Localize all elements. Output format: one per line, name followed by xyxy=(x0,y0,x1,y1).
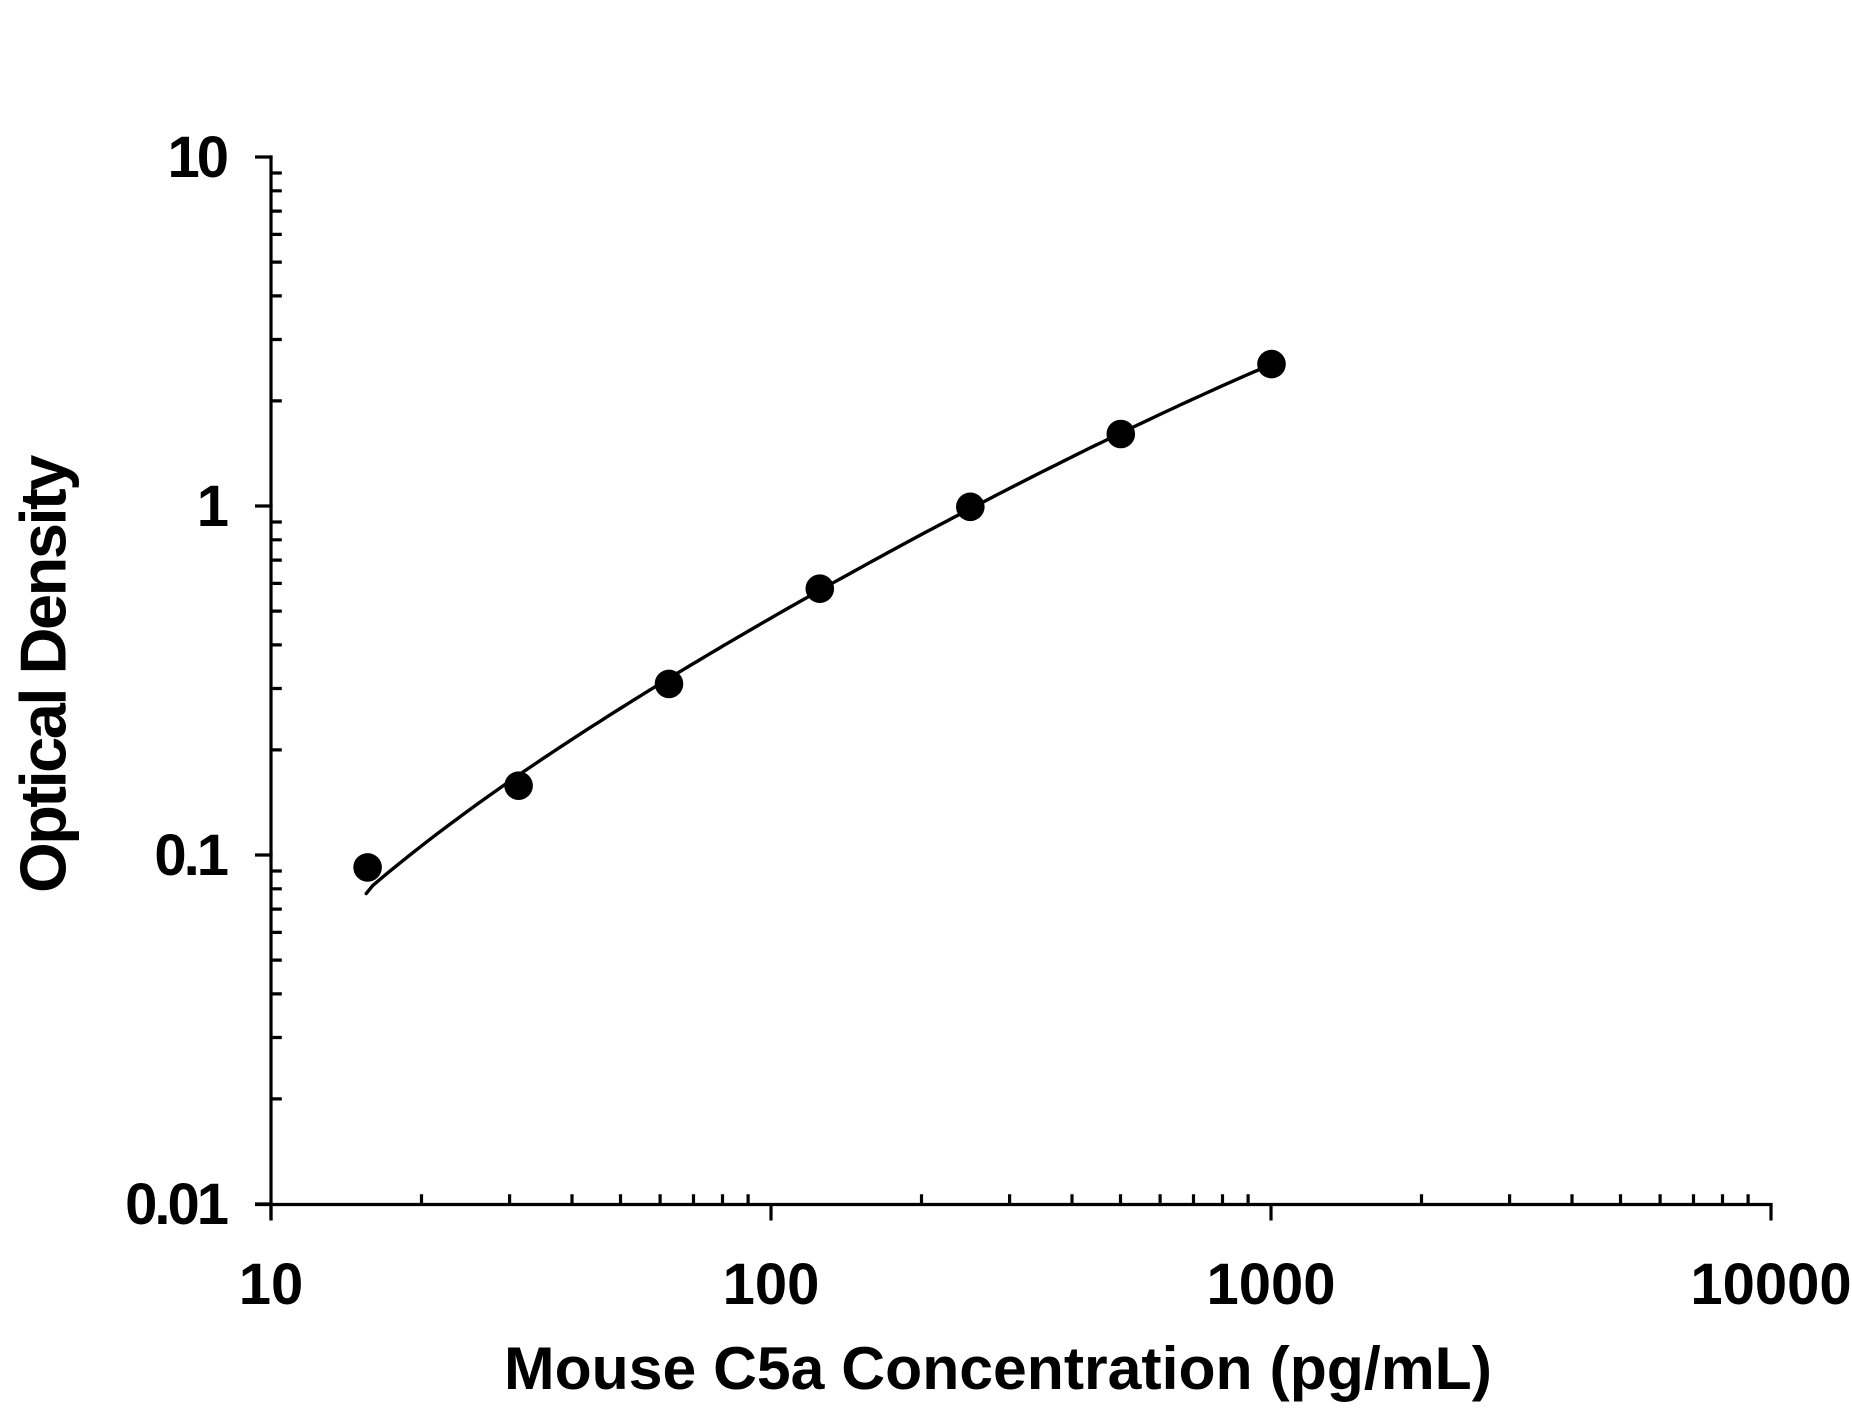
svg-text:Optical Density: Optical Density xyxy=(6,455,79,893)
svg-text:0.01: 0.01 xyxy=(125,1172,228,1237)
svg-text:10: 10 xyxy=(167,125,226,190)
svg-text:1000: 1000 xyxy=(1206,1252,1335,1317)
svg-text:Mouse C5a Concentration (pg/mL: Mouse C5a Concentration (pg/mL) xyxy=(504,1334,1492,1402)
svg-text:10000: 10000 xyxy=(1690,1252,1851,1317)
svg-text:100: 100 xyxy=(723,1252,820,1317)
svg-text:0.1: 0.1 xyxy=(154,823,227,888)
svg-text:1: 1 xyxy=(197,474,228,539)
svg-text:10: 10 xyxy=(239,1252,304,1317)
